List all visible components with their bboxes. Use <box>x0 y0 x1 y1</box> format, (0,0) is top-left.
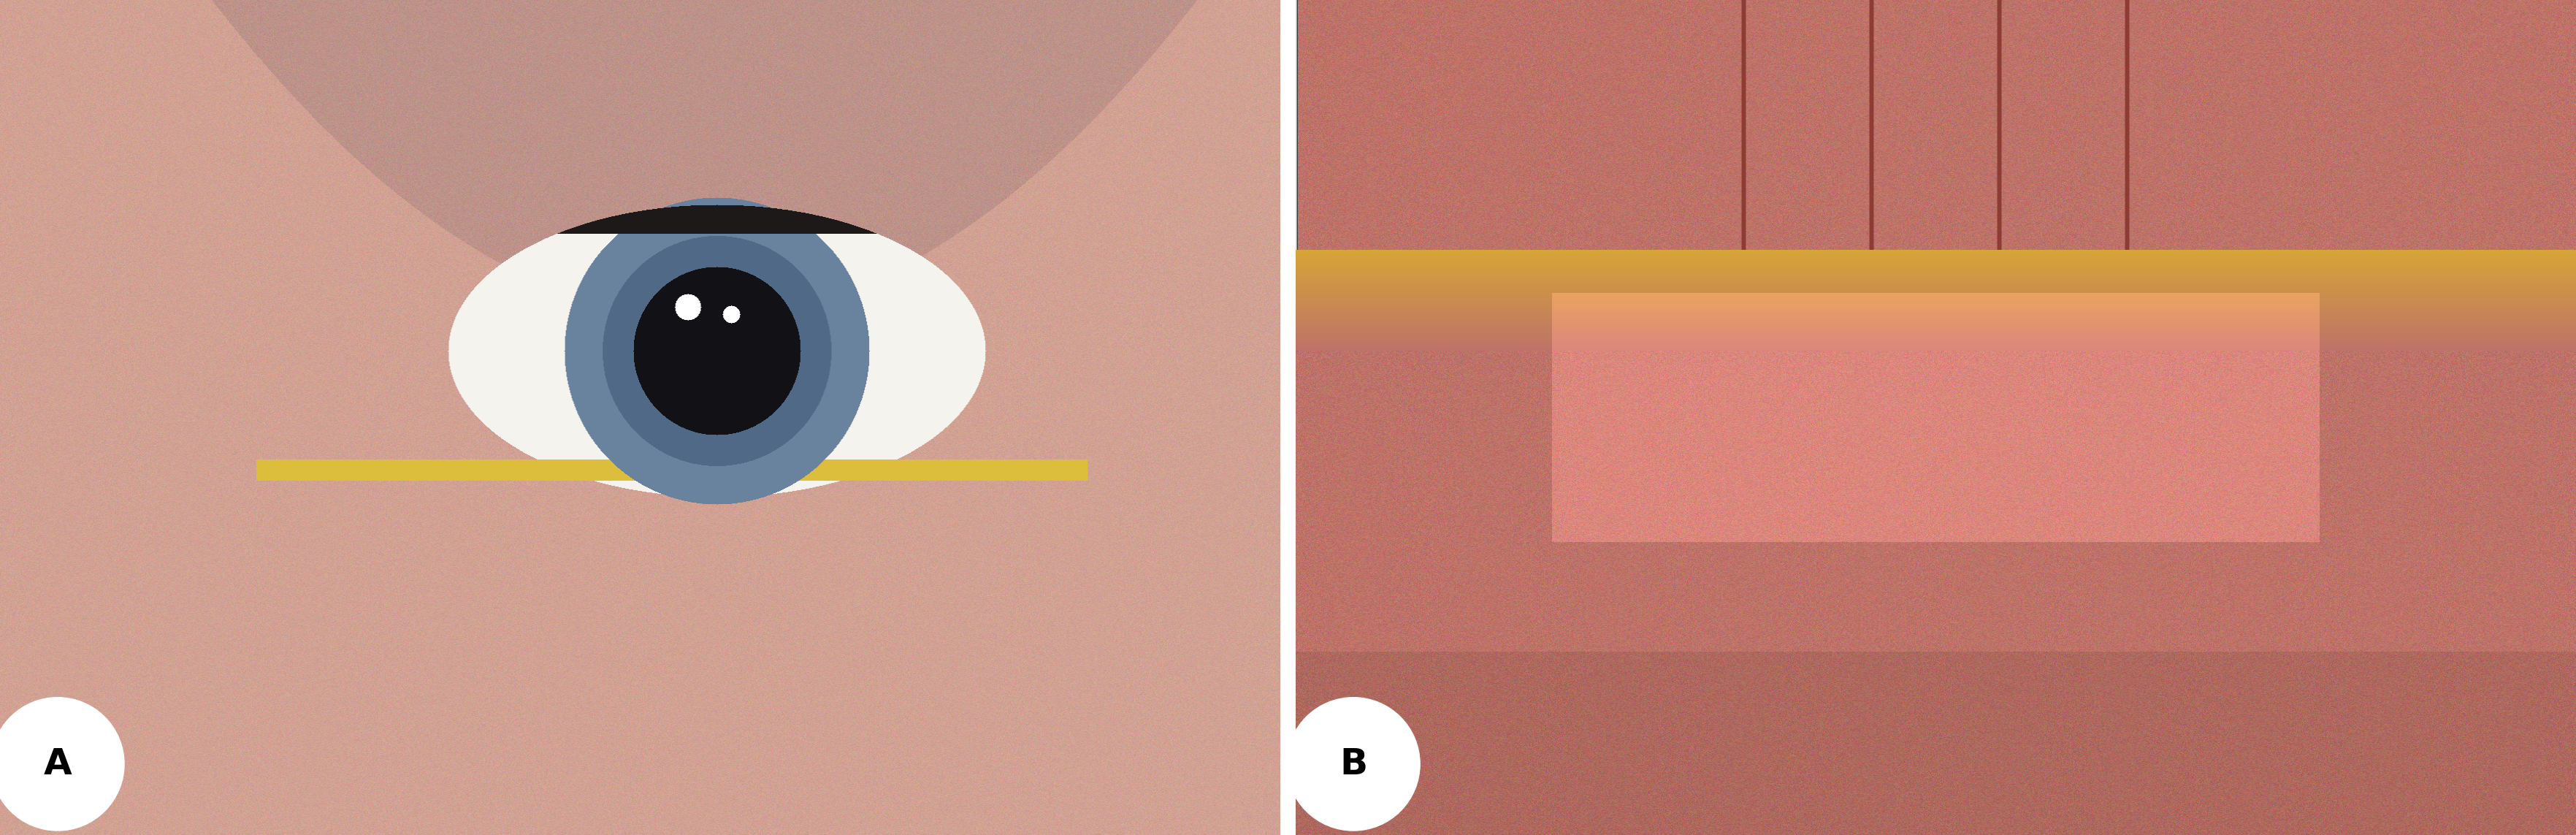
Ellipse shape <box>1288 697 1419 831</box>
Ellipse shape <box>0 697 124 831</box>
Text: A: A <box>44 746 72 782</box>
Text: B: B <box>1340 746 1368 782</box>
